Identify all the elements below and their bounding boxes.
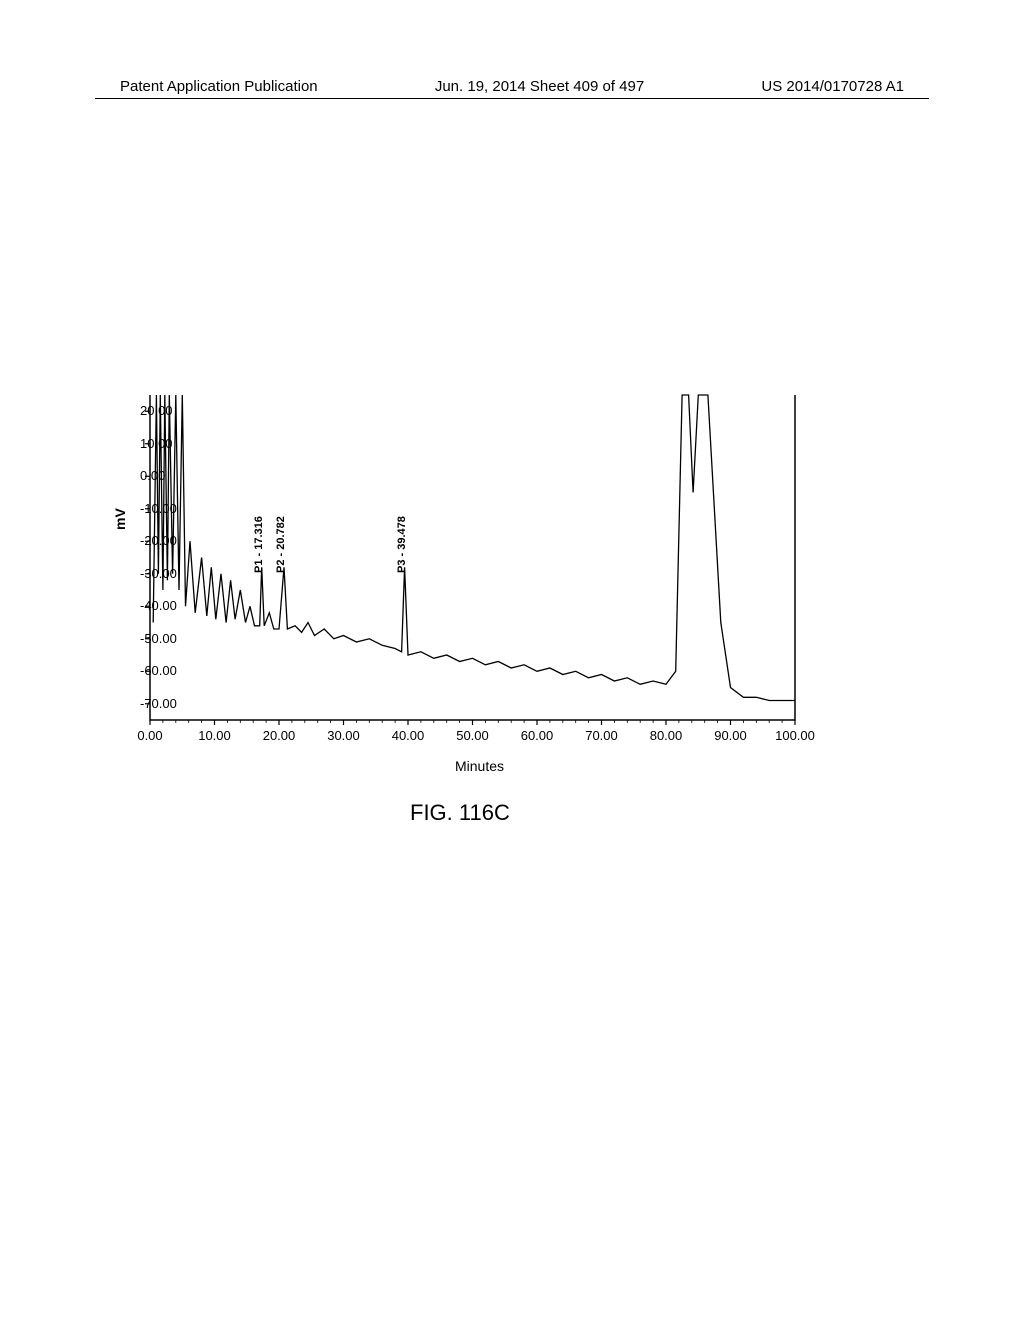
header-divider [95, 98, 929, 99]
x-tick-label: 60.00 [521, 728, 554, 743]
peak-label: P2 - 20.782 [275, 516, 287, 573]
peak-label: P3 - 39.478 [396, 516, 408, 573]
x-tick-label: 100.00 [775, 728, 815, 743]
figure-caption: FIG. 116C [410, 800, 510, 826]
x-tick-label: 80.00 [650, 728, 683, 743]
header-sheet-info: Jun. 19, 2014 Sheet 409 of 497 [435, 78, 644, 95]
x-tick-label: 10.00 [198, 728, 231, 743]
x-tick-label: 70.00 [585, 728, 618, 743]
chart-svg [140, 390, 800, 740]
header-publication-label: Patent Application Publication [120, 78, 318, 95]
y-axis-label: mV [112, 508, 128, 530]
x-tick-label: 40.00 [392, 728, 425, 743]
x-tick-label: 0.00 [137, 728, 162, 743]
x-axis-label: Minutes [455, 758, 504, 774]
x-tick-label: 50.00 [456, 728, 489, 743]
peak-label: P1 - 17.316 [253, 516, 265, 573]
chromatogram-chart: 20.0010.000.00-10.00-20.00-30.00-40.00-5… [140, 390, 800, 740]
page-header: Patent Application Publication Jun. 19, … [0, 78, 1024, 95]
x-tick-label: 30.00 [327, 728, 360, 743]
x-tick-label: 20.00 [263, 728, 296, 743]
header-patent-number: US 2014/0170728 A1 [761, 78, 904, 95]
x-tick-label: 90.00 [714, 728, 747, 743]
